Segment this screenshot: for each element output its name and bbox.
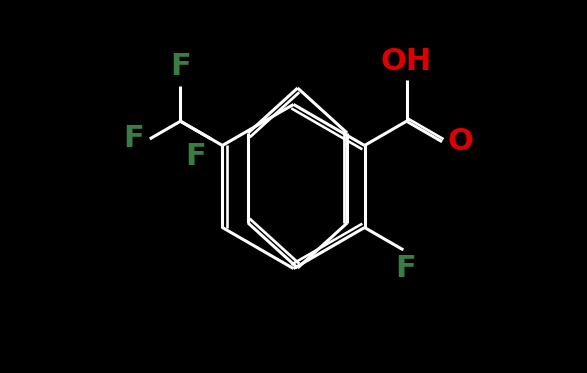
Text: O: O: [448, 127, 474, 156]
Text: F: F: [170, 52, 191, 81]
Text: F: F: [395, 254, 416, 283]
Text: F: F: [123, 125, 144, 153]
Text: OH: OH: [381, 47, 432, 76]
Text: F: F: [185, 142, 205, 171]
